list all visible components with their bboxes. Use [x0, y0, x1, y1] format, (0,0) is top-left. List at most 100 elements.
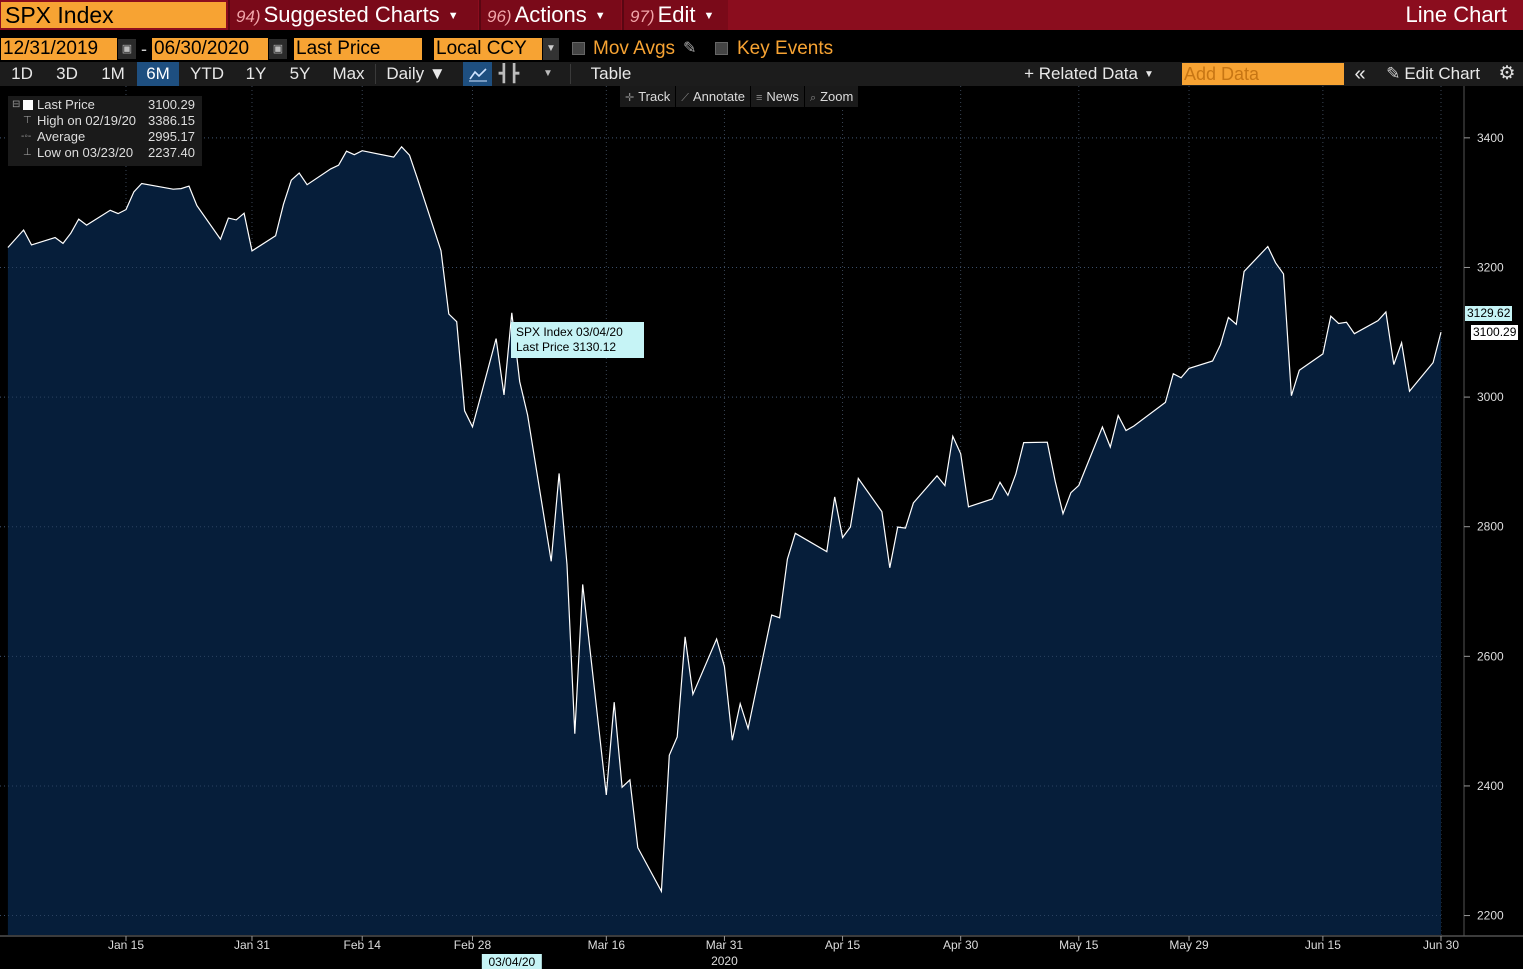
x-tick-label: Jan 31	[234, 938, 270, 952]
edit-chart-label: Edit Chart	[1404, 64, 1480, 83]
tooltip-line-1: SPX Index 03/04/20	[516, 325, 623, 339]
y-tick-label: 3000	[1477, 390, 1504, 404]
chevron-down-icon[interactable]: ▼	[543, 38, 559, 60]
mov-avgs-checkbox[interactable]	[572, 42, 585, 55]
related-data-label: + Related Data	[1024, 64, 1138, 83]
key-events-checkbox[interactable]	[715, 42, 728, 55]
crosshair-date-label: 03/04/20	[488, 955, 535, 969]
price-chart[interactable]: 2200 2400 2600 2800 3000 3200 3400 Jan 15 Jan 31…	[0, 86, 1523, 969]
frequency-dropdown[interactable]: Daily ▼	[386, 64, 446, 83]
news-icon: ≡	[756, 92, 763, 104]
series-swatch	[23, 100, 33, 110]
range-1d-button[interactable]: 1D	[11, 64, 33, 83]
range-3d-button[interactable]: 3D	[56, 64, 78, 83]
legend-name: Average	[37, 129, 86, 144]
legend-row-high: ⊤ High on 02/19/20 3386.15	[8, 113, 202, 129]
chevron-down-icon[interactable]: ▼	[543, 68, 553, 79]
date-separator: -	[141, 39, 147, 59]
caret-down-icon: ▼	[1143, 69, 1154, 80]
y-tick-label: 3200	[1477, 260, 1504, 274]
legend-value: 3386.15	[148, 113, 195, 128]
table-button[interactable]: Table	[590, 64, 632, 83]
range-5y-button[interactable]: 5Y	[289, 64, 311, 83]
data-tooltip: SPX Index 03/04/20 Last Price 3130.12	[511, 322, 644, 358]
y-tick-label: 2800	[1477, 520, 1504, 534]
annotate-tool[interactable]: ⟋ Annotate	[676, 86, 751, 107]
y-tick-label: 2200	[1477, 909, 1504, 923]
menu-number: 94)	[236, 7, 261, 26]
range-6m-button[interactable]: 6M	[137, 62, 179, 86]
track-label: Track	[638, 89, 671, 104]
zoom-label: Zoom	[820, 89, 854, 104]
annotate-icon: ⟋	[681, 92, 689, 104]
edit-chart-button[interactable]: ✎ Edit Chart	[1376, 62, 1490, 86]
range-1y-button[interactable]: 1Y	[245, 64, 267, 83]
legend-name: High on 02/19/20	[37, 113, 137, 128]
x-tick-label: Feb 28	[454, 938, 492, 952]
ticker-field[interactable]: SPX Index	[1, 2, 226, 28]
y-tick-label: 2400	[1477, 779, 1504, 793]
x-tick-label: Mar 16	[588, 938, 626, 952]
chart-tools-bar: ✛ Track ⟋ Annotate ≡ News ⌕ Zoom	[620, 86, 860, 107]
pencil-icon: ✎	[1386, 64, 1401, 83]
x-tick-label: Feb 14	[344, 938, 382, 952]
news-label: News	[766, 89, 799, 104]
average-marker-icon: -◦-	[21, 131, 32, 142]
range-max-button[interactable]: Max	[332, 64, 365, 83]
caret-down-icon: ▼	[594, 10, 606, 22]
tooltip-line-2: Last Price 3130.12	[516, 340, 617, 354]
x-tick-label: Mar 31	[706, 938, 744, 952]
parameter-row: 12/31/2019 ▣ - 06/30/2020 ▣ Last Price L…	[0, 36, 1523, 62]
x-tick-label: Jun 15	[1305, 938, 1341, 952]
news-tool[interactable]: ≡ News	[751, 86, 805, 107]
edit-menu[interactable]: 97) Edit ▼	[622, 0, 728, 30]
chart-type-title: Line Chart	[1405, 2, 1507, 27]
end-date-field[interactable]: 06/30/2020	[152, 38, 268, 60]
start-date-field[interactable]: 12/31/2019	[1, 38, 117, 60]
legend-row-last-price[interactable]: ⊟ Last Price 3100.29	[8, 97, 202, 113]
x-tick-label: Apr 15	[825, 938, 861, 952]
y-tick-label: 2600	[1477, 649, 1504, 663]
legend-name: Low on 03/23/20	[37, 145, 134, 160]
range-ytd-button[interactable]: YTD	[190, 64, 224, 83]
caret-down-icon: ▼	[447, 10, 459, 22]
zoom-icon: ⌕	[809, 92, 817, 104]
x-tick-label: Jan 15	[108, 938, 144, 952]
suggested-charts-menu[interactable]: 94) Suggested Charts ▼	[228, 0, 478, 30]
legend-value: 3100.29	[148, 97, 195, 112]
high-marker-icon: ⊤	[23, 115, 32, 126]
calendar-icon[interactable]: ▣	[118, 39, 136, 59]
pencil-icon[interactable]: ✎	[683, 40, 697, 57]
legend-row-average: -◦- Average 2995.17	[8, 129, 202, 145]
legend-value: 2995.17	[148, 129, 195, 144]
related-data-dropdown[interactable]: + Related Data ▼	[1014, 62, 1164, 86]
crosshair-price-tag: 3129.62	[1465, 306, 1513, 321]
key-events-label[interactable]: Key Events	[737, 38, 834, 59]
low-marker-icon: ⊥	[23, 147, 32, 158]
chart-toolbar: 1D 3D 1M 6M YTD 1Y 5Y Max Daily ▼ ┫┣ ▼ T…	[0, 62, 1523, 86]
line-chart-icon[interactable]	[463, 62, 492, 86]
x-tick-label: May 15	[1059, 938, 1099, 952]
zoom-tool[interactable]: ⌕ Zoom	[805, 86, 860, 107]
mov-avgs-label[interactable]: Mov Avgs	[593, 38, 676, 59]
calendar-icon[interactable]: ▣	[269, 39, 287, 59]
menu-number: 97)	[630, 7, 655, 26]
menu-number: 96)	[487, 7, 512, 26]
y-tick-label: 3400	[1477, 131, 1504, 145]
x-year-label: 2020	[711, 954, 738, 968]
annotate-label: Annotate	[692, 89, 745, 104]
collapse-icon[interactable]: «	[1354, 63, 1366, 85]
toolbar-divider	[375, 64, 376, 84]
price-line	[7, 145, 1442, 894]
bar-chart-icon[interactable]: ┫┣	[498, 64, 520, 83]
currency-selector[interactable]: Local CCY	[434, 38, 542, 60]
gear-icon[interactable]: ⚙	[1498, 63, 1516, 84]
track-tool[interactable]: ✛ Track	[620, 86, 677, 107]
collapse-icon[interactable]: ⊟	[12, 99, 21, 110]
x-tick-label: May 29	[1169, 938, 1209, 952]
add-data-input[interactable]: Add Data	[1182, 63, 1344, 85]
range-1m-button[interactable]: 1M	[101, 64, 125, 83]
field-selector[interactable]: Last Price	[294, 38, 422, 60]
actions-menu[interactable]: 96) Actions ▼	[479, 0, 621, 30]
caret-down-icon: ▼	[703, 10, 715, 22]
